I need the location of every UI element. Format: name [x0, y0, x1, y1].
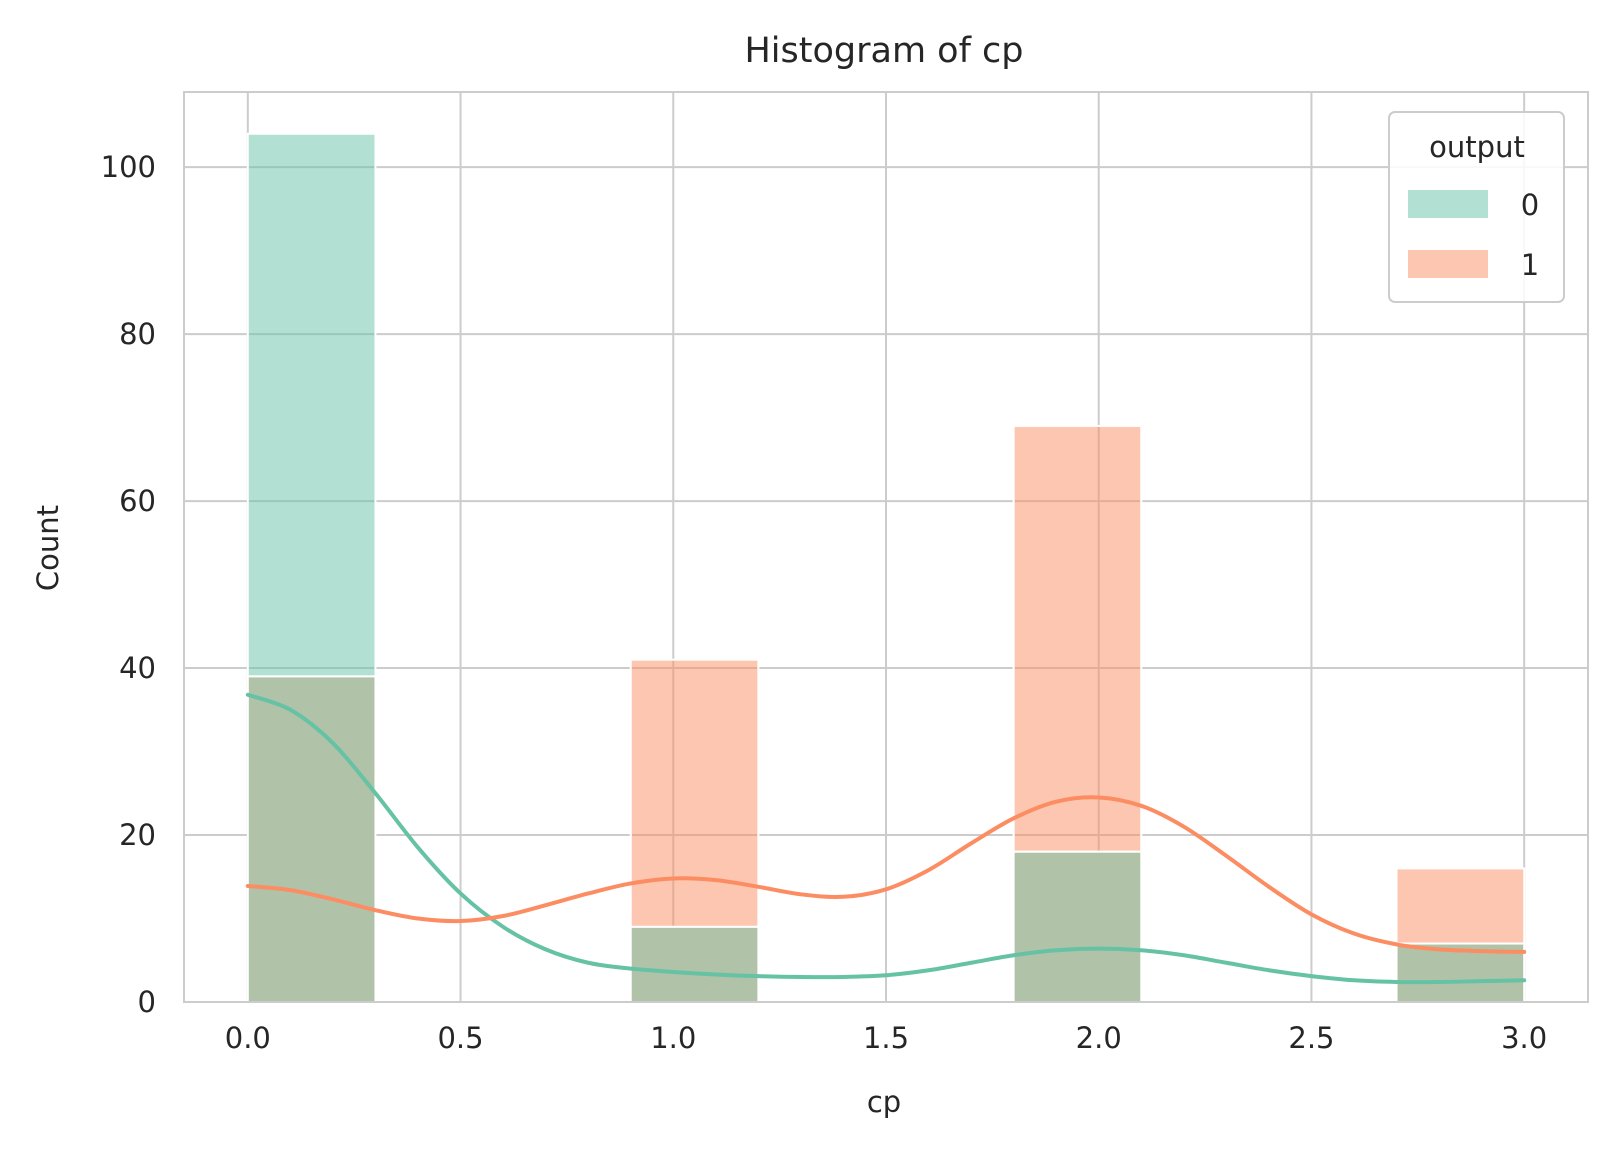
bar-series-0 [246, 132, 377, 678]
bar-series-1 [629, 658, 760, 928]
plot-frame [183, 91, 1589, 1003]
y-tick-label: 60 [119, 484, 156, 518]
legend-label-0: 0 [1521, 188, 1539, 222]
bar-overlap [629, 925, 760, 1003]
bars-series-1 [629, 424, 1526, 945]
x-tick-labels: 0.0 0.5 1.0 1.5 2.0 2.5 3.0 [225, 1021, 1547, 1055]
legend-swatch-0 [1408, 190, 1488, 218]
y-tick-label: 20 [119, 818, 156, 852]
x-tick-label: 2.5 [1288, 1021, 1334, 1055]
bars-series-0 [246, 132, 377, 678]
y-tick-label: 100 [101, 150, 156, 184]
x-axis-label: cp [867, 1085, 901, 1119]
x-tick-label: 1.0 [650, 1021, 696, 1055]
y-axis-label: Count [31, 505, 65, 591]
kde-curve-series-0 [245, 692, 1527, 985]
y-tick-label: 0 [138, 985, 156, 1019]
x-tick-label: 3.0 [1501, 1021, 1547, 1055]
x-tick-label: 2.0 [1076, 1021, 1122, 1055]
kde-curves [245, 692, 1527, 985]
legend: output 0 1 [1388, 111, 1565, 303]
bar-series-1 [1395, 867, 1526, 945]
legend-title: output [1429, 130, 1525, 164]
x-tick-label: 1.5 [863, 1021, 909, 1055]
kde-curve-series-1 [245, 795, 1527, 954]
y-tick-label: 80 [119, 317, 156, 351]
grid-lines [184, 92, 1588, 1003]
y-tick-labels: 0 20 40 60 80 100 [101, 150, 156, 1019]
chart-title: Histogram of cp [744, 31, 1023, 71]
bar-series-1 [1012, 424, 1143, 853]
x-tick-label: 0.5 [437, 1021, 483, 1055]
legend-label-1: 1 [1521, 248, 1539, 282]
bar-overlap [1012, 850, 1143, 1004]
x-tick-label: 0.0 [225, 1021, 271, 1055]
legend-swatch-1 [1408, 250, 1488, 278]
y-tick-label: 40 [119, 651, 156, 685]
